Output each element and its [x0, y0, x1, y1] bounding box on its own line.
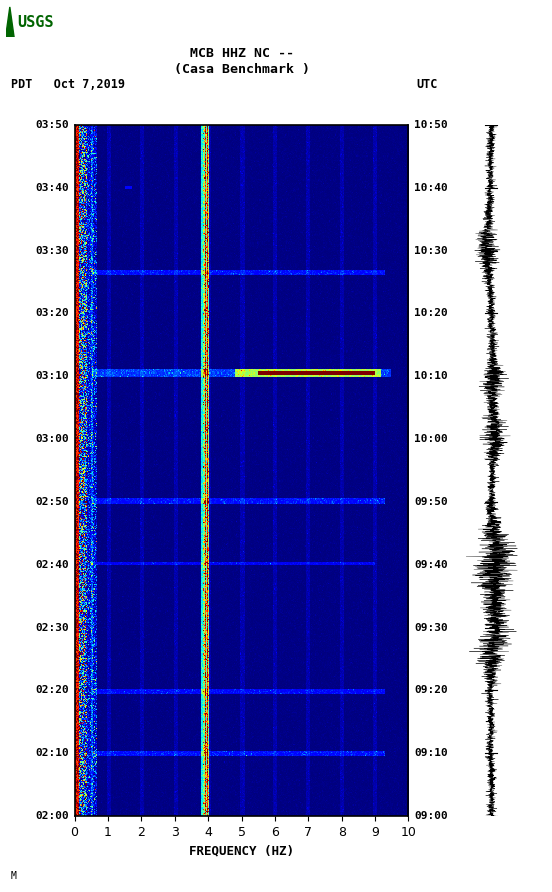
- Text: UTC: UTC: [417, 78, 438, 91]
- Text: 03:30: 03:30: [35, 245, 69, 256]
- Text: 02:10: 02:10: [35, 748, 69, 758]
- Text: 10:20: 10:20: [414, 309, 448, 318]
- Text: 10:40: 10:40: [414, 183, 448, 193]
- Text: 09:00: 09:00: [414, 811, 448, 822]
- Text: 03:10: 03:10: [35, 371, 69, 381]
- Text: 02:30: 02:30: [35, 623, 69, 632]
- Text: 10:30: 10:30: [414, 245, 448, 256]
- Text: 10:50: 10:50: [414, 120, 448, 130]
- Text: 09:30: 09:30: [414, 623, 448, 632]
- Text: MCB HHZ NC --: MCB HHZ NC --: [189, 47, 294, 60]
- Text: 03:20: 03:20: [35, 309, 69, 318]
- Text: (Casa Benchmark ): (Casa Benchmark ): [173, 63, 310, 76]
- Text: USGS: USGS: [17, 14, 54, 29]
- Text: 02:20: 02:20: [35, 685, 69, 696]
- Text: M: M: [11, 871, 17, 881]
- Text: 03:00: 03:00: [35, 434, 69, 444]
- Text: PDT   Oct 7,2019: PDT Oct 7,2019: [11, 78, 125, 91]
- Text: 10:10: 10:10: [414, 371, 448, 381]
- Text: 09:20: 09:20: [414, 685, 448, 696]
- Text: 03:40: 03:40: [35, 183, 69, 193]
- Text: 09:50: 09:50: [414, 497, 448, 507]
- X-axis label: FREQUENCY (HZ): FREQUENCY (HZ): [189, 845, 294, 857]
- Text: 02:40: 02:40: [35, 560, 69, 570]
- Text: 09:40: 09:40: [414, 560, 448, 570]
- Text: 03:50: 03:50: [35, 120, 69, 130]
- Polygon shape: [6, 7, 14, 37]
- Text: 02:50: 02:50: [35, 497, 69, 507]
- Text: 10:00: 10:00: [414, 434, 448, 444]
- Text: 09:10: 09:10: [414, 748, 448, 758]
- Text: 02:00: 02:00: [35, 811, 69, 822]
